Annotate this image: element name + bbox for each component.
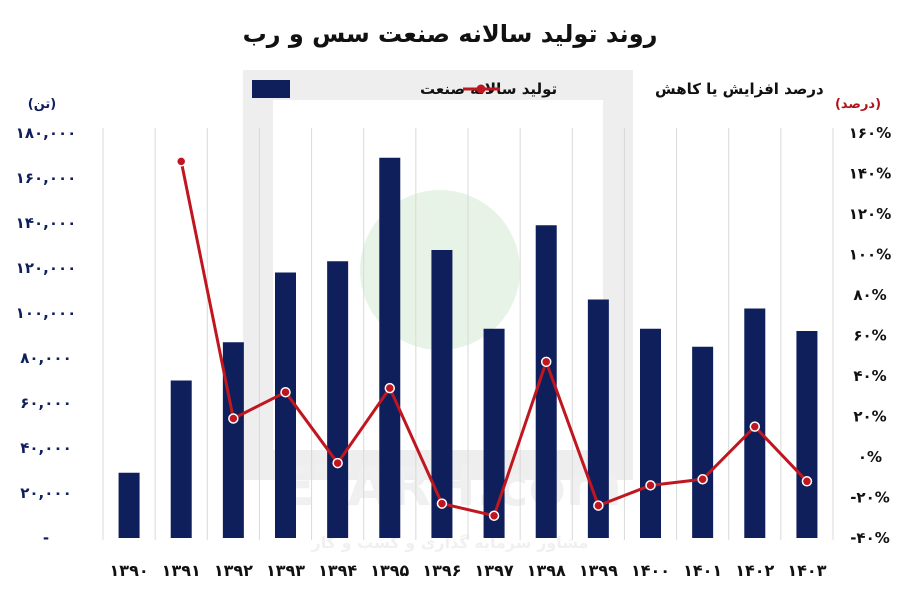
line-point <box>175 156 187 167</box>
line-point <box>228 413 239 424</box>
x-tick-label: ۱۳۹۹ <box>579 561 618 580</box>
left-tick-label: - <box>43 529 49 547</box>
left-tick-label: ۱۲۰,۰۰۰ <box>16 259 77 277</box>
bar <box>640 328 661 538</box>
bar <box>222 342 244 538</box>
left-tick-label: ۲۰,۰۰۰ <box>20 484 71 502</box>
left-axis-ticks: - ۲۰,۰۰۰ ۴۰,۰۰۰ ۶۰,۰۰۰ ۸۰,۰۰۰ ۱۰۰,۰۰۰ ۱۲۰,۰۰۰ ۱… <box>16 124 77 547</box>
bar <box>327 261 349 538</box>
right-tick-label: ۱۰۰% <box>849 246 892 264</box>
legend-bar-swatch <box>252 80 290 98</box>
line-point <box>332 457 343 469</box>
legend: تولید سالانه صنعت درصد افزایش یا کاهش <box>252 80 824 98</box>
left-tick-label: ۱۴۰,۰۰۰ <box>16 214 77 232</box>
bar <box>796 331 818 538</box>
line-point <box>697 474 708 485</box>
right-tick-label: ۶۰% <box>853 327 886 345</box>
right-tick-label: ۱۲۰% <box>849 205 892 223</box>
x-tick-label: ۱۳۹۵ <box>370 561 409 580</box>
line-point <box>645 480 656 491</box>
legend-line-marker <box>476 84 486 94</box>
bar <box>275 272 296 538</box>
left-tick-label: ۴۰,۰۰۰ <box>20 439 71 457</box>
x-tick-label: ۱۳۹۸ <box>527 561 566 580</box>
right-tick-label: ۱۴۰% <box>849 165 892 183</box>
line-point <box>436 498 448 509</box>
bar <box>118 472 140 538</box>
right-axis-ticks: -۴۰% -۲۰% ۰% ۲۰% ۴۰% ۶۰% ۸۰% ۱۰۰% ۱۲۰% ۱۴۰% ۱۶۰% <box>849 124 892 547</box>
x-tick-label: ۱۴۰۰ <box>631 561 670 580</box>
bar <box>170 380 192 538</box>
x-tick-label: ۱۳۹۲ <box>214 561 253 580</box>
line-point <box>593 500 604 511</box>
bar <box>692 346 714 538</box>
line-point <box>801 476 813 487</box>
chart-title: روند تولید سالانه صنعت سس و رب <box>243 20 658 48</box>
x-tick-label: ۱۳۹۰ <box>110 561 149 580</box>
right-tick-label: ۲۰% <box>853 408 886 426</box>
grid <box>102 128 834 540</box>
line-point <box>540 356 552 368</box>
bar <box>379 157 401 538</box>
bar <box>431 250 453 538</box>
left-tick-label: ۱۰۰,۰۰۰ <box>16 304 77 322</box>
right-tick-label: ۱۶۰% <box>849 124 892 142</box>
right-tick-label: ۸۰% <box>853 286 886 304</box>
left-tick-label: ۱۸۰,۰۰۰ <box>16 124 77 142</box>
x-tick-label: ۱۳۹۶ <box>422 561 461 580</box>
left-axis-unit: (تن) <box>28 97 56 112</box>
bar <box>587 299 609 538</box>
line-point <box>488 510 500 521</box>
x-tick-label: ۱۳۹۴ <box>318 561 357 580</box>
right-tick-label: -۲۰% <box>850 489 890 507</box>
line-point <box>749 421 761 432</box>
right-axis-unit: (درصد) <box>835 97 881 112</box>
line-point <box>384 382 396 394</box>
line-series <box>175 156 813 521</box>
right-tick-label: ۰% <box>858 448 882 466</box>
left-tick-label: ۱۶۰,۰۰۰ <box>16 169 77 187</box>
x-axis-ticks: ۱۳۹۰ ۱۳۹۱ ۱۳۹۲ ۱۳۹۳ ۱۳۹۴ ۱۳۹۵ ۱۳۹۶ ۱۳۹۷ ۱۳۹۸ ۱۳۹۹… <box>110 561 827 580</box>
bar <box>535 225 557 538</box>
x-tick-label: ۱۴۰۳ <box>787 561 826 580</box>
x-tick-label: ۱۳۹۱ <box>162 561 201 580</box>
legend-line-label: درصد افزایش یا کاهش <box>655 80 824 98</box>
x-tick-label: ۱۳۹۳ <box>266 561 305 580</box>
x-tick-label: ۱۴۰۱ <box>683 561 722 580</box>
x-tick-label: ۱۴۰۲ <box>735 561 774 580</box>
line-point <box>280 386 291 398</box>
bar <box>483 328 505 538</box>
x-tick-label: ۱۳۹۷ <box>475 561 514 580</box>
left-tick-label: ۸۰,۰۰۰ <box>20 349 71 367</box>
right-tick-label: -۴۰% <box>850 529 890 547</box>
right-tick-label: ۴۰% <box>853 367 886 385</box>
left-tick-label: ۶۰,۰۰۰ <box>20 394 71 412</box>
